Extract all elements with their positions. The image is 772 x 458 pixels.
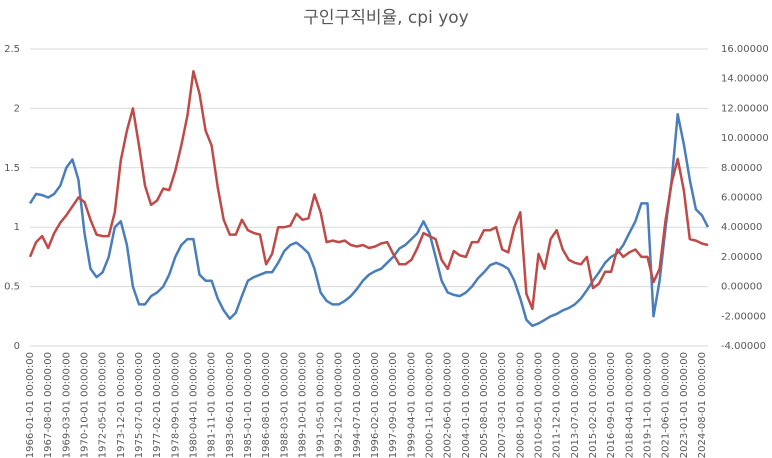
x-tick-label: 2018-04-01 00:00:00: [624, 352, 635, 458]
x-tick-label: 1969-03-01 00:00:00: [61, 352, 72, 458]
y-tick-label: 0: [14, 341, 20, 352]
x-tick-label: 1983-06-01 00:00:00: [225, 352, 236, 458]
y-tick-label: 1.5: [4, 163, 20, 174]
y2-tick-label: -2.00000: [721, 311, 766, 322]
x-tick-label: 2016-09-01 00:00:00: [606, 352, 617, 458]
x-tick-label: 2023-01-01 00:00:00: [679, 352, 690, 458]
x-tick-label: 1997-09-01 00:00:00: [388, 352, 399, 458]
x-tick-label: 2005-08-01 00:00:00: [479, 352, 490, 458]
y-tick-label: 2: [14, 103, 20, 114]
x-tick-label: 1986-08-01 00:00:00: [261, 352, 272, 458]
x-tick-label: 1996-02-01 00:00:00: [370, 352, 381, 458]
x-tick-label: 1972-05-01 00:00:00: [98, 352, 109, 458]
y2-tick-label: 10.00000: [721, 133, 769, 144]
x-tick-label: 1973-12-01 00:00:00: [116, 352, 127, 458]
x-tick-label: 1999-04-01 00:00:00: [406, 352, 417, 458]
x-tick-label: 2008-10-01 00:00:00: [515, 352, 526, 458]
series-line: [28, 70, 709, 311]
x-tick-label: 1975-07-01 00:00:00: [134, 352, 145, 458]
y2-tick-label: 4.00000: [721, 222, 762, 233]
x-tick-label: 1978-09-01 00:00:00: [170, 352, 181, 458]
y2-tick-label: 8.00000: [721, 163, 762, 174]
chart-title: 구인구직비율, cpi yoy: [303, 8, 468, 28]
x-tick-label: 1985-01-01 00:00:00: [243, 352, 254, 458]
x-tick-label: 1994-07-01 00:00:00: [352, 352, 363, 458]
x-tick-label: 2007-03-01 00:00:00: [497, 352, 508, 458]
x-tick-label: 2010-05-01 00:00:00: [534, 352, 545, 458]
x-tick-label: 1989-10-01 00:00:00: [297, 352, 308, 458]
x-tick-label: 1992-12-01 00:00:00: [334, 352, 345, 458]
y-tick-label: 1: [14, 222, 20, 233]
x-tick-label: 1970-10-01 00:00:00: [79, 352, 90, 458]
y2-tick-label: 14.00000: [721, 74, 769, 85]
x-tick-label: 2019-11-01 00:00:00: [642, 352, 653, 458]
x-tick-label: 1977-02-01 00:00:00: [152, 352, 163, 458]
x-tick-label: 1991-05-01 00:00:00: [316, 352, 327, 458]
x-tick-label: 1966-01-01 00:00:00: [25, 352, 36, 458]
x-tick-label: 2013-07-01 00:00:00: [570, 352, 581, 458]
y-tick-label: 2.5: [4, 44, 20, 55]
y2-tick-label: 16.00000: [721, 44, 769, 55]
y-tick-label: 0.5: [4, 282, 20, 293]
y2-tick-label: -4.00000: [721, 341, 766, 352]
y2-tick-label: 12.00000: [721, 103, 769, 114]
y2-tick-label: 2.00000: [721, 252, 762, 263]
x-tick-label: 2011-12-01 00:00:00: [552, 352, 563, 458]
x-tick-label: 1988-03-01 00:00:00: [279, 352, 290, 458]
x-tick-label: 2015-02-01 00:00:00: [588, 352, 599, 458]
x-tick-label: 2002-06-01 00:00:00: [443, 352, 454, 458]
x-tick-label: 1981-11-01 00:00:00: [207, 352, 218, 458]
x-tick-label: 1967-08-01 00:00:00: [43, 352, 54, 458]
x-tick-label: 1980-04-01 00:00:00: [188, 352, 199, 458]
x-tick-label: 2004-01-01 00:00:00: [461, 352, 472, 458]
x-tick-label: 2024-08-01 00:00:00: [697, 352, 708, 458]
y2-tick-label: 6.00000: [721, 193, 762, 204]
x-tick-label: 2000-11-01 00:00:00: [425, 352, 436, 458]
y2-tick-label: 0.00000: [721, 282, 762, 293]
x-tick-label: 2021-06-01 00:00:00: [661, 352, 672, 458]
series-line: [28, 113, 710, 328]
